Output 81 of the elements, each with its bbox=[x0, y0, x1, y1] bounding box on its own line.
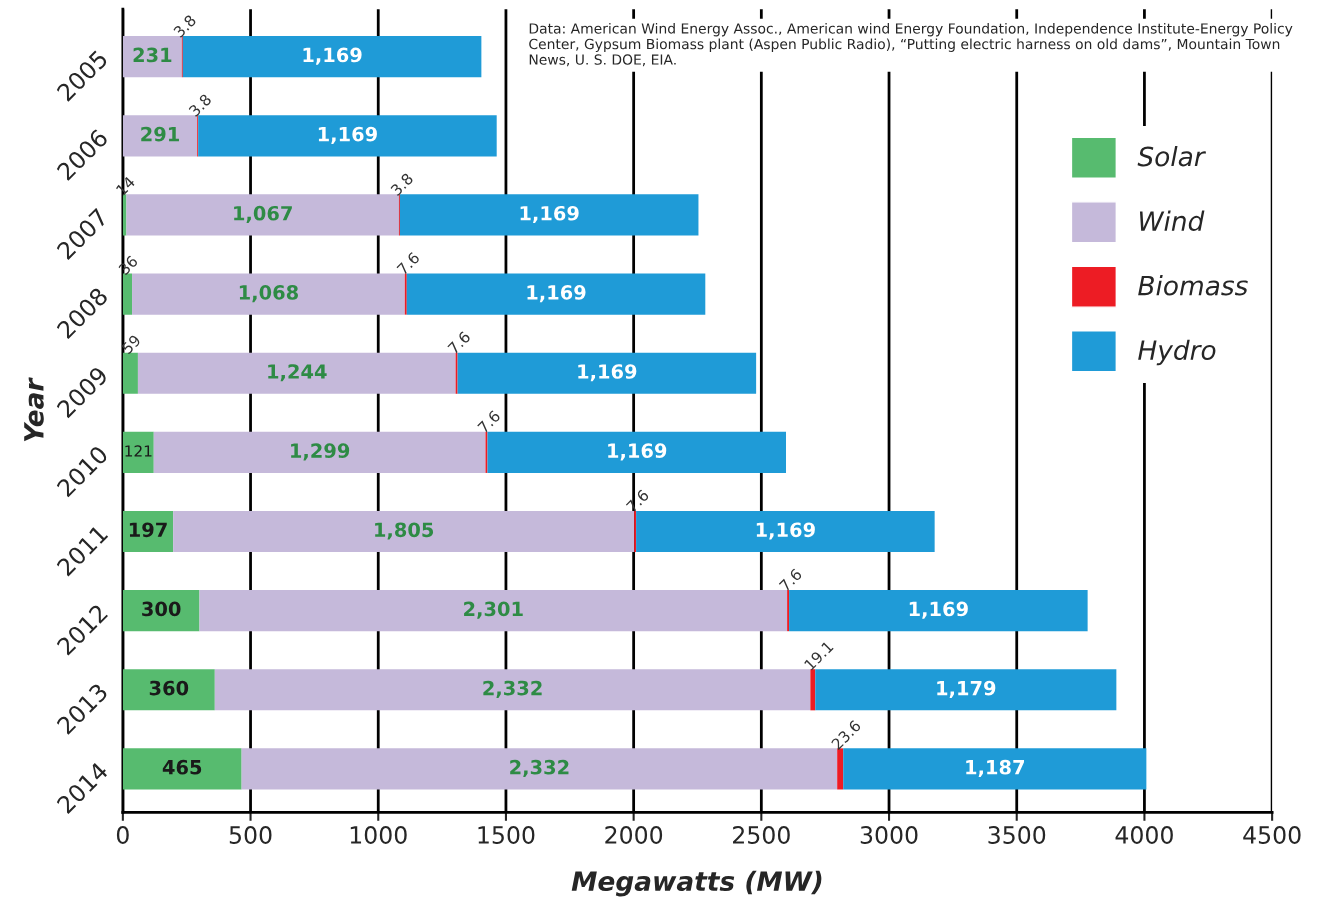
bar bbox=[843, 748, 1147, 790]
bar bbox=[182, 36, 482, 78]
bar bbox=[815, 669, 1117, 711]
bar bbox=[198, 115, 497, 157]
data-label: 7.6 bbox=[778, 568, 803, 592]
data-label: 1,169 bbox=[578, 364, 637, 382]
x-tick-label: 3500 bbox=[988, 826, 1046, 844]
bar bbox=[810, 669, 816, 711]
data-label: 1,169 bbox=[756, 522, 815, 540]
x-tick-label: 2500 bbox=[733, 826, 790, 844]
data-label: 3.8 bbox=[172, 14, 197, 38]
x-tick-label: 4500 bbox=[1243, 826, 1301, 844]
data-label: 1,187 bbox=[966, 759, 1024, 778]
bar bbox=[137, 352, 456, 394]
bar bbox=[214, 669, 811, 711]
data-label: 1,179 bbox=[937, 680, 996, 698]
bar bbox=[132, 273, 405, 315]
data-label: 7.6 bbox=[477, 409, 501, 434]
x-axis-title: Megawatts (MW) bbox=[571, 870, 822, 897]
data-label: 1,067 bbox=[234, 205, 292, 224]
data-label: 1,299 bbox=[291, 443, 350, 461]
x-tick-label: 1500 bbox=[478, 826, 535, 844]
data-label: 1,169 bbox=[527, 285, 586, 303]
data-label: 1,169 bbox=[608, 443, 667, 461]
data-label: 2,332 bbox=[510, 759, 569, 778]
bar bbox=[122, 590, 200, 632]
data-label: 1,068 bbox=[239, 285, 298, 303]
x-tick-label: 500 bbox=[229, 826, 272, 844]
data-label: 7.6 bbox=[625, 488, 650, 513]
y-axis-title: Year bbox=[24, 377, 44, 442]
data-label: 360 bbox=[149, 680, 189, 696]
bar bbox=[789, 590, 1088, 632]
bar bbox=[837, 748, 844, 790]
data-label: 465 bbox=[162, 759, 202, 775]
bar bbox=[153, 431, 486, 473]
data-label: 36 bbox=[118, 254, 139, 276]
data-label: 1,169 bbox=[303, 47, 362, 65]
bar bbox=[122, 273, 133, 315]
legend-label: Wind bbox=[1139, 210, 1205, 232]
data-label: 2,301 bbox=[464, 601, 523, 619]
x-tick-label: 2000 bbox=[605, 826, 663, 844]
bar bbox=[457, 352, 757, 394]
data-label: 1,805 bbox=[375, 522, 434, 540]
legend-label: Hydro bbox=[1138, 339, 1216, 366]
legend-label: Biomass bbox=[1138, 275, 1248, 296]
data-label: 1,169 bbox=[909, 601, 968, 619]
bar bbox=[636, 510, 935, 553]
bar bbox=[122, 36, 182, 78]
bar bbox=[122, 669, 215, 711]
bar bbox=[122, 431, 154, 473]
bar bbox=[399, 194, 699, 236]
x-tick-label: 1000 bbox=[350, 826, 407, 844]
x-tick-label: 3000 bbox=[860, 826, 918, 844]
bar bbox=[487, 431, 787, 473]
data-label: 14 bbox=[115, 175, 136, 196]
x-tick-label: 0 bbox=[116, 826, 129, 844]
bar bbox=[199, 590, 788, 632]
bar bbox=[122, 115, 198, 157]
x-tick-label: 4000 bbox=[1115, 826, 1173, 844]
data-label: 3.8 bbox=[188, 93, 213, 118]
annotation: Data: American Wind Energy Assoc., American wind Energy Foundation, Independence Institute-Energy Policy Center, Gypsum Biomass plant (Aspen Public Radio), “Putting electric harness on old dams”, Mountain Town News, U. S. DOE, EIA. bbox=[529, 22, 1293, 67]
data-label: 59 bbox=[120, 334, 142, 355]
data-label: 197 bbox=[129, 522, 167, 538]
bar bbox=[173, 510, 635, 553]
data-label: 121 bbox=[125, 445, 152, 457]
data-label: 7.6 bbox=[396, 251, 421, 276]
data-label: 2,332 bbox=[483, 680, 542, 698]
data-label: 1,169 bbox=[318, 126, 377, 144]
bar bbox=[126, 194, 399, 236]
bar bbox=[122, 352, 138, 394]
data-label: 1,244 bbox=[268, 364, 327, 382]
legend-label: Solar bbox=[1137, 146, 1207, 167]
data-label: 3.8 bbox=[389, 172, 414, 197]
data-label: 291 bbox=[141, 126, 179, 142]
bar bbox=[122, 748, 242, 790]
data-label: 231 bbox=[133, 47, 172, 63]
bar bbox=[406, 273, 706, 315]
data-label: 300 bbox=[142, 601, 181, 617]
bar bbox=[241, 748, 838, 790]
data-label: 1,169 bbox=[520, 205, 579, 224]
data-label: 7.6 bbox=[447, 330, 472, 355]
